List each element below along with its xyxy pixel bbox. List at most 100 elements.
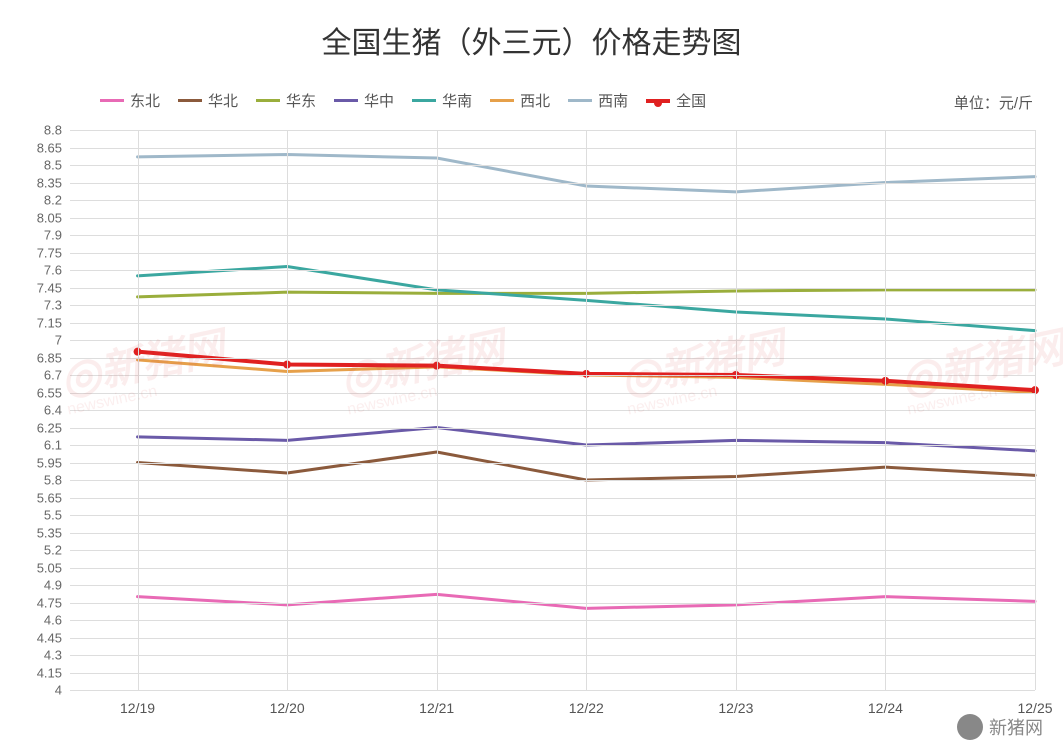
- gridline-h: [70, 428, 1035, 429]
- y-tick-label: 7.6: [44, 263, 70, 278]
- gridline-h: [70, 183, 1035, 184]
- gridline-h: [70, 533, 1035, 534]
- gridline-h: [70, 620, 1035, 621]
- legend-label: 西南: [598, 90, 628, 111]
- legend-item: 西南: [568, 90, 628, 111]
- y-tick-label: 8.8: [44, 123, 70, 138]
- y-tick-label: 6.1: [44, 438, 70, 453]
- gridline-v: [1035, 130, 1036, 690]
- gridline-h: [70, 480, 1035, 481]
- y-tick-label: 6.4: [44, 403, 70, 418]
- y-tick-label: 5.2: [44, 543, 70, 558]
- legend-label: 华东: [286, 90, 316, 111]
- y-tick-label: 6.55: [37, 385, 70, 400]
- gridline-h: [70, 235, 1035, 236]
- legend-label: 全国: [676, 90, 706, 111]
- legend-label: 东北: [130, 90, 160, 111]
- gridline-v: [736, 130, 737, 690]
- gridline-h: [70, 218, 1035, 219]
- y-tick-label: 8.5: [44, 158, 70, 173]
- gridline-v: [885, 130, 886, 690]
- gridline-h: [70, 323, 1035, 324]
- legend-item: 华南: [412, 90, 472, 111]
- x-tick-label: 12/25: [1017, 690, 1052, 716]
- gridline-h: [70, 340, 1035, 341]
- y-tick-label: 4: [55, 683, 70, 698]
- gridline-h: [70, 445, 1035, 446]
- y-tick-label: 7: [55, 333, 70, 348]
- gridline-v: [586, 130, 587, 690]
- y-tick-label: 5.35: [37, 525, 70, 540]
- y-tick-label: 4.75: [37, 595, 70, 610]
- legend-label: 华中: [364, 90, 394, 111]
- gridline-h: [70, 288, 1035, 289]
- y-tick-label: 4.15: [37, 665, 70, 680]
- y-tick-label: 6.7: [44, 368, 70, 383]
- y-tick-label: 4.3: [44, 648, 70, 663]
- chart-title: 全国生猪（外三元）价格走势图: [0, 0, 1063, 62]
- x-tick-label: 12/19: [120, 690, 155, 716]
- y-tick-label: 7.3: [44, 298, 70, 313]
- y-tick-label: 7.75: [37, 245, 70, 260]
- legend-label: 华南: [442, 90, 472, 111]
- gridline-v: [287, 130, 288, 690]
- y-tick-label: 5.5: [44, 508, 70, 523]
- y-tick-label: 4.9: [44, 578, 70, 593]
- gridline-h: [70, 148, 1035, 149]
- gridline-h: [70, 498, 1035, 499]
- y-tick-label: 4.45: [37, 630, 70, 645]
- gridline-h: [70, 585, 1035, 586]
- gridline-h: [70, 410, 1035, 411]
- unit-label: 单位：元/斤: [954, 92, 1033, 113]
- legend-item: 华中: [334, 90, 394, 111]
- gridline-h: [70, 393, 1035, 394]
- y-tick-label: 5.95: [37, 455, 70, 470]
- source-tag: 新猪网: [957, 714, 1043, 740]
- y-tick-label: 7.15: [37, 315, 70, 330]
- gridline-h: [70, 550, 1035, 551]
- gridline-h: [70, 655, 1035, 656]
- legend-item: 华北: [178, 90, 238, 111]
- y-tick-label: 7.9: [44, 228, 70, 243]
- y-tick-label: 6.25: [37, 420, 70, 435]
- gridline-h: [70, 200, 1035, 201]
- y-tick-label: 6.85: [37, 350, 70, 365]
- y-tick-label: 5.05: [37, 560, 70, 575]
- source-label: 新猪网: [989, 714, 1043, 740]
- y-tick-label: 8.2: [44, 193, 70, 208]
- gridline-h: [70, 603, 1035, 604]
- gridline-v: [437, 130, 438, 690]
- legend-item: 华东: [256, 90, 316, 111]
- legend-label: 西北: [520, 90, 550, 111]
- gridline-h: [70, 130, 1035, 131]
- chart-container: 全国生猪（外三元）价格走势图 东北 华北 华东 华中 华南 西北 西南 全国 单位：元/斤 4…: [0, 0, 1063, 752]
- x-tick-label: 12/21: [419, 690, 454, 716]
- legend-label: 华北: [208, 90, 238, 111]
- gridline-h: [70, 673, 1035, 674]
- legend-item: 东北: [100, 90, 160, 111]
- gridline-h: [70, 375, 1035, 376]
- gridline-h: [70, 253, 1035, 254]
- y-tick-label: 5.65: [37, 490, 70, 505]
- x-tick-label: 12/24: [868, 690, 903, 716]
- x-tick-label: 12/23: [718, 690, 753, 716]
- legend: 东北 华北 华东 华中 华南 西北 西南 全国: [100, 90, 706, 111]
- gridline-h: [70, 305, 1035, 306]
- gridline-h: [70, 358, 1035, 359]
- gridline-h: [70, 463, 1035, 464]
- legend-item: 西北: [490, 90, 550, 111]
- x-tick-label: 12/22: [569, 690, 604, 716]
- y-tick-label: 4.6: [44, 613, 70, 628]
- y-tick-label: 8.65: [37, 140, 70, 155]
- plot-area: 44.154.34.454.64.754.95.055.25.355.55.65…: [70, 130, 1035, 690]
- gridline-h: [70, 515, 1035, 516]
- y-tick-label: 8.35: [37, 175, 70, 190]
- gridline-h: [70, 165, 1035, 166]
- legend-item: 全国: [646, 90, 706, 111]
- gridline-v: [138, 130, 139, 690]
- y-tick-label: 8.05: [37, 210, 70, 225]
- gridline-h: [70, 638, 1035, 639]
- gridline-h: [70, 568, 1035, 569]
- y-tick-label: 7.45: [37, 280, 70, 295]
- source-icon: [957, 714, 983, 740]
